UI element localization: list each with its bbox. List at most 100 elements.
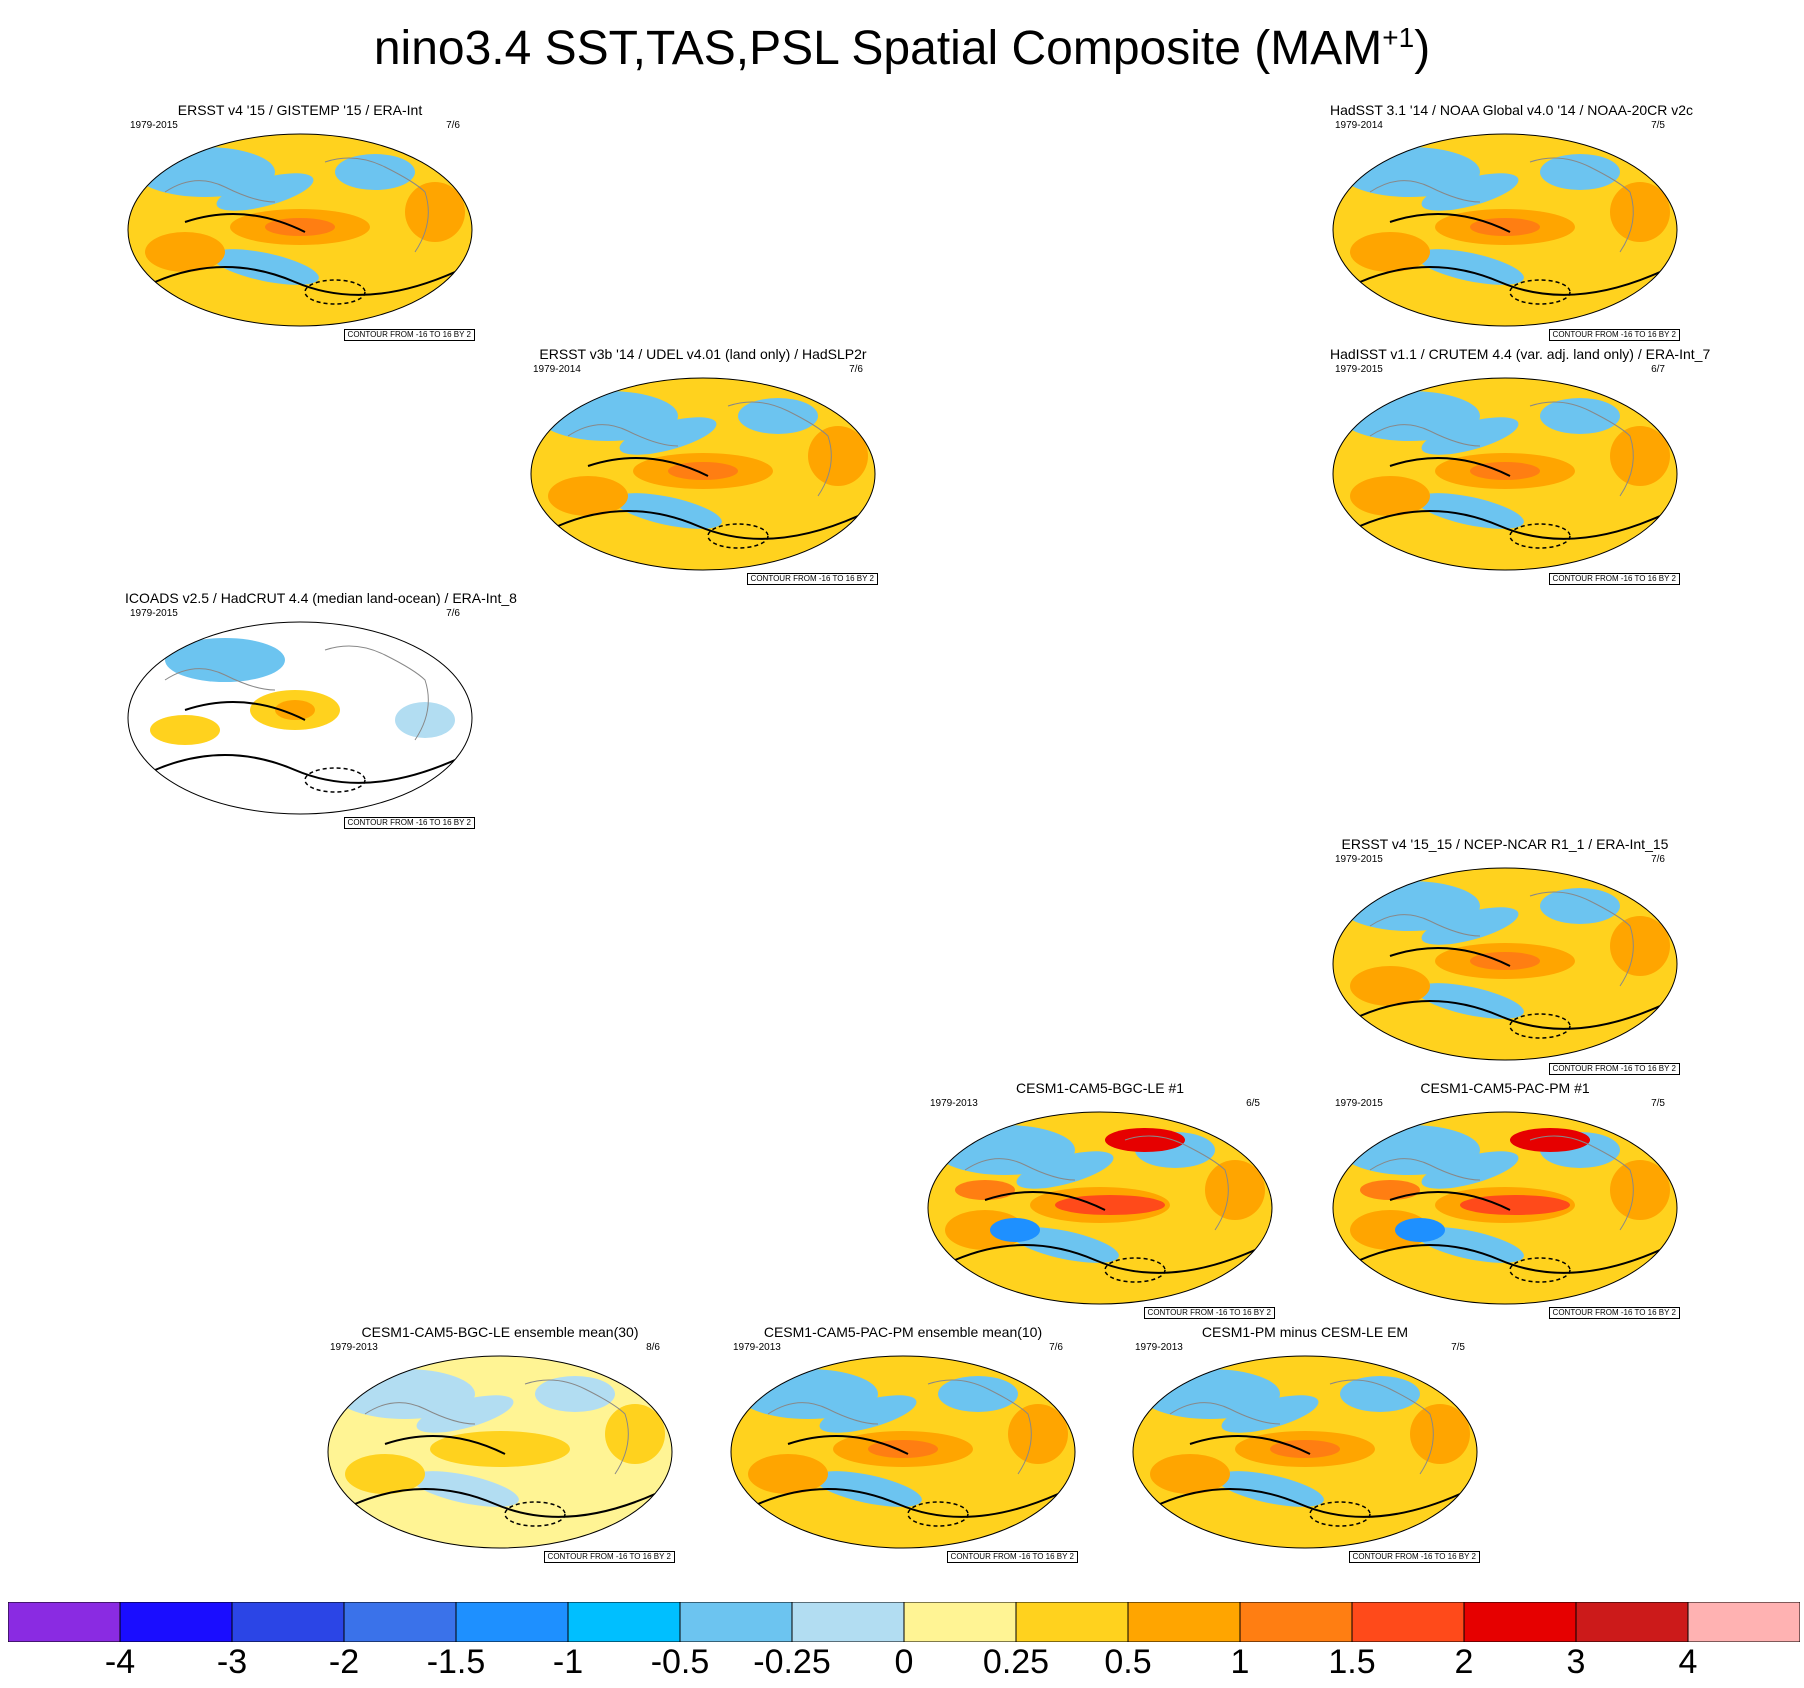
colorbar-label: 1 bbox=[1230, 1643, 1250, 1681]
panel-title: CESM1-PM minus CESM-LE EM bbox=[1201, 1324, 1409, 1340]
composite-panel: CESM1-CAM5-BGC-LE #1 1979-2013 6/5 CONTOUR … bbox=[925, 1080, 1275, 1320]
colorbar-label: -0.5 bbox=[650, 1643, 710, 1681]
colorbar-label: -3 bbox=[216, 1643, 248, 1681]
panel-years: 1979-2013 bbox=[1135, 1342, 1183, 1353]
figure-title: nino3.4 SST,TAS,PSL Spatial Composite (M… bbox=[0, 8, 1804, 79]
composite-panel: ERSST v4 '15_15 / NCEP-NCAR R1_1 / ERA-I… bbox=[1330, 836, 1680, 1076]
colorbar-swatch bbox=[791, 1602, 905, 1642]
panel-years: 1979-2014 bbox=[533, 364, 581, 375]
panel-ratio: 7/6 bbox=[1651, 854, 1665, 865]
panel-years: 1979-2013 bbox=[733, 1342, 781, 1353]
map-plot bbox=[1332, 133, 1678, 327]
colorbar-label: -2 bbox=[328, 1643, 360, 1681]
panel-title: ERSST v4 '15 / GISTEMP '15 / ERA-Int bbox=[177, 102, 423, 118]
panel-years: 1979-2015 bbox=[130, 120, 178, 131]
colorbar-label: 4 bbox=[1678, 1643, 1698, 1681]
panel-ratio: 6/5 bbox=[1246, 1098, 1260, 1109]
map-plot bbox=[927, 1111, 1273, 1305]
composite-panel: HadSST 3.1 '14 / NOAA Global v4.0 '14 / … bbox=[1330, 102, 1694, 342]
map-plot bbox=[530, 377, 876, 571]
colorbar-swatch bbox=[1351, 1602, 1465, 1642]
colorbar-label: -1 bbox=[552, 1643, 584, 1681]
contour-info: CONTOUR FROM -16 TO 16 BY 2 bbox=[1143, 1307, 1275, 1319]
panel-years: 1979-2013 bbox=[330, 1342, 378, 1353]
panel-years: 1979-2015 bbox=[130, 608, 178, 619]
panel-title: CESM1-CAM5-PAC-PM ensemble mean(10) bbox=[763, 1324, 1043, 1340]
contour-info: CONTOUR FROM -16 TO 16 BY 2 bbox=[1548, 1063, 1680, 1075]
colorbar-label: 0.25 bbox=[982, 1643, 1050, 1681]
panel-ratio: 7/5 bbox=[1451, 1342, 1465, 1353]
panel-ratio: 7/6 bbox=[446, 608, 460, 619]
composite-panel: ICOADS v2.5 / HadCRUT 4.4 (median land-o… bbox=[125, 590, 517, 830]
colorbar-label: 1.5 bbox=[1328, 1643, 1376, 1681]
colorbar-swatch bbox=[1015, 1602, 1129, 1642]
composite-panel: CESM1-CAM5-PAC-PM ensemble mean(10) 1979-… bbox=[728, 1324, 1078, 1564]
colorbar-label: -1.5 bbox=[426, 1643, 486, 1681]
figure-title-close: ) bbox=[1414, 22, 1431, 75]
map-plot bbox=[1332, 1111, 1678, 1305]
colorbar-label: -0.25 bbox=[753, 1643, 831, 1681]
colorbar-swatch bbox=[455, 1602, 569, 1642]
panel-years: 1979-2015 bbox=[1335, 364, 1383, 375]
composite-panel: CESM1-CAM5-PAC-PM #1 1979-2015 7/5 CONTOUR … bbox=[1330, 1080, 1680, 1320]
map-plot bbox=[127, 133, 473, 327]
panel-title: ERSST v4 '15_15 / NCEP-NCAR R1_1 / ERA-I… bbox=[1341, 836, 1669, 852]
map-plot bbox=[1332, 377, 1678, 571]
map-plot bbox=[1332, 867, 1678, 1061]
colorbar-label: 2 bbox=[1454, 1643, 1474, 1681]
figure-title-superscript: +1 bbox=[1382, 22, 1415, 53]
contour-info: CONTOUR FROM -16 TO 16 BY 2 bbox=[946, 1551, 1078, 1563]
panel-title: ICOADS v2.5 / HadCRUT 4.4 (median land-o… bbox=[125, 590, 517, 606]
contour-info: CONTOUR FROM -16 TO 16 BY 2 bbox=[1548, 573, 1680, 585]
colorbar-label: 0.5 bbox=[1104, 1643, 1152, 1681]
colorbar-label: 0 bbox=[894, 1643, 914, 1681]
panel-ratio: 7/6 bbox=[446, 120, 460, 131]
colorbar-swatch bbox=[1463, 1602, 1577, 1642]
colorbar-swatch bbox=[231, 1602, 345, 1642]
composite-panel: CESM1-CAM5-BGC-LE ensemble mean(30) 1979-… bbox=[325, 1324, 675, 1564]
panel-ratio: 7/5 bbox=[1651, 120, 1665, 131]
contour-info: CONTOUR FROM -16 TO 16 BY 2 bbox=[343, 817, 475, 829]
composite-panel: HadISST v1.1 / CRUTEM 4.4 (var. adj. lan… bbox=[1330, 346, 1711, 586]
colorbar-swatch bbox=[567, 1602, 681, 1642]
map-plot bbox=[730, 1355, 1076, 1549]
panel-title: CESM1-CAM5-BGC-LE #1 bbox=[1015, 1080, 1185, 1096]
map-plot bbox=[127, 621, 473, 815]
panel-title: HadISST v1.1 / CRUTEM 4.4 (var. adj. lan… bbox=[1330, 346, 1711, 362]
colorbar-label: -4 bbox=[104, 1643, 136, 1681]
contour-info: CONTOUR FROM -16 TO 16 BY 2 bbox=[1548, 1307, 1680, 1319]
panel-years: 1979-2014 bbox=[1335, 120, 1383, 131]
panel-ratio: 7/6 bbox=[1049, 1342, 1063, 1353]
panel-ratio: 7/5 bbox=[1651, 1098, 1665, 1109]
colorbar bbox=[8, 1602, 1800, 1642]
contour-info: CONTOUR FROM -16 TO 16 BY 2 bbox=[1548, 329, 1680, 341]
panel-ratio: 8/6 bbox=[646, 1342, 660, 1353]
panel-title: CESM1-CAM5-PAC-PM #1 bbox=[1420, 1080, 1590, 1096]
panel-years: 1979-2013 bbox=[930, 1098, 978, 1109]
map-plot bbox=[327, 1355, 673, 1549]
colorbar-swatch bbox=[343, 1602, 457, 1642]
contour-info: CONTOUR FROM -16 TO 16 BY 2 bbox=[746, 573, 878, 585]
figure-title-text: nino3.4 SST,TAS,PSL Spatial Composite (M… bbox=[373, 22, 1383, 75]
colorbar-swatch bbox=[1575, 1602, 1689, 1642]
composite-panel: ERSST v3b '14 / UDEL v4.01 (land only) /… bbox=[528, 346, 878, 586]
panel-ratio: 7/6 bbox=[849, 364, 863, 375]
colorbar-swatch bbox=[903, 1602, 1017, 1642]
map-plot bbox=[1132, 1355, 1478, 1549]
contour-info: CONTOUR FROM -16 TO 16 BY 2 bbox=[1348, 1551, 1480, 1563]
panel-years: 1979-2015 bbox=[1335, 1098, 1383, 1109]
contour-info: CONTOUR FROM -16 TO 16 BY 2 bbox=[543, 1551, 675, 1563]
panel-title: HadSST 3.1 '14 / NOAA Global v4.0 '14 / … bbox=[1330, 102, 1694, 118]
composite-panel: CESM1-PM minus CESM-LE EM 1979-2013 7/5 CON… bbox=[1130, 1324, 1480, 1564]
colorbar-swatch bbox=[119, 1602, 233, 1642]
colorbar-swatch bbox=[1687, 1602, 1800, 1642]
colorbar-swatch bbox=[8, 1602, 121, 1642]
colorbar-label: 3 bbox=[1566, 1643, 1586, 1681]
colorbar-swatch bbox=[1127, 1602, 1241, 1642]
composite-panel: ERSST v4 '15 / GISTEMP '15 / ERA-Int 1979… bbox=[125, 102, 475, 342]
panel-title: CESM1-CAM5-BGC-LE ensemble mean(30) bbox=[361, 1324, 639, 1340]
panel-ratio: 6/7 bbox=[1651, 364, 1665, 375]
colorbar-swatch bbox=[1239, 1602, 1353, 1642]
panel-title: ERSST v3b '14 / UDEL v4.01 (land only) /… bbox=[539, 346, 867, 362]
colorbar-swatch bbox=[679, 1602, 793, 1642]
